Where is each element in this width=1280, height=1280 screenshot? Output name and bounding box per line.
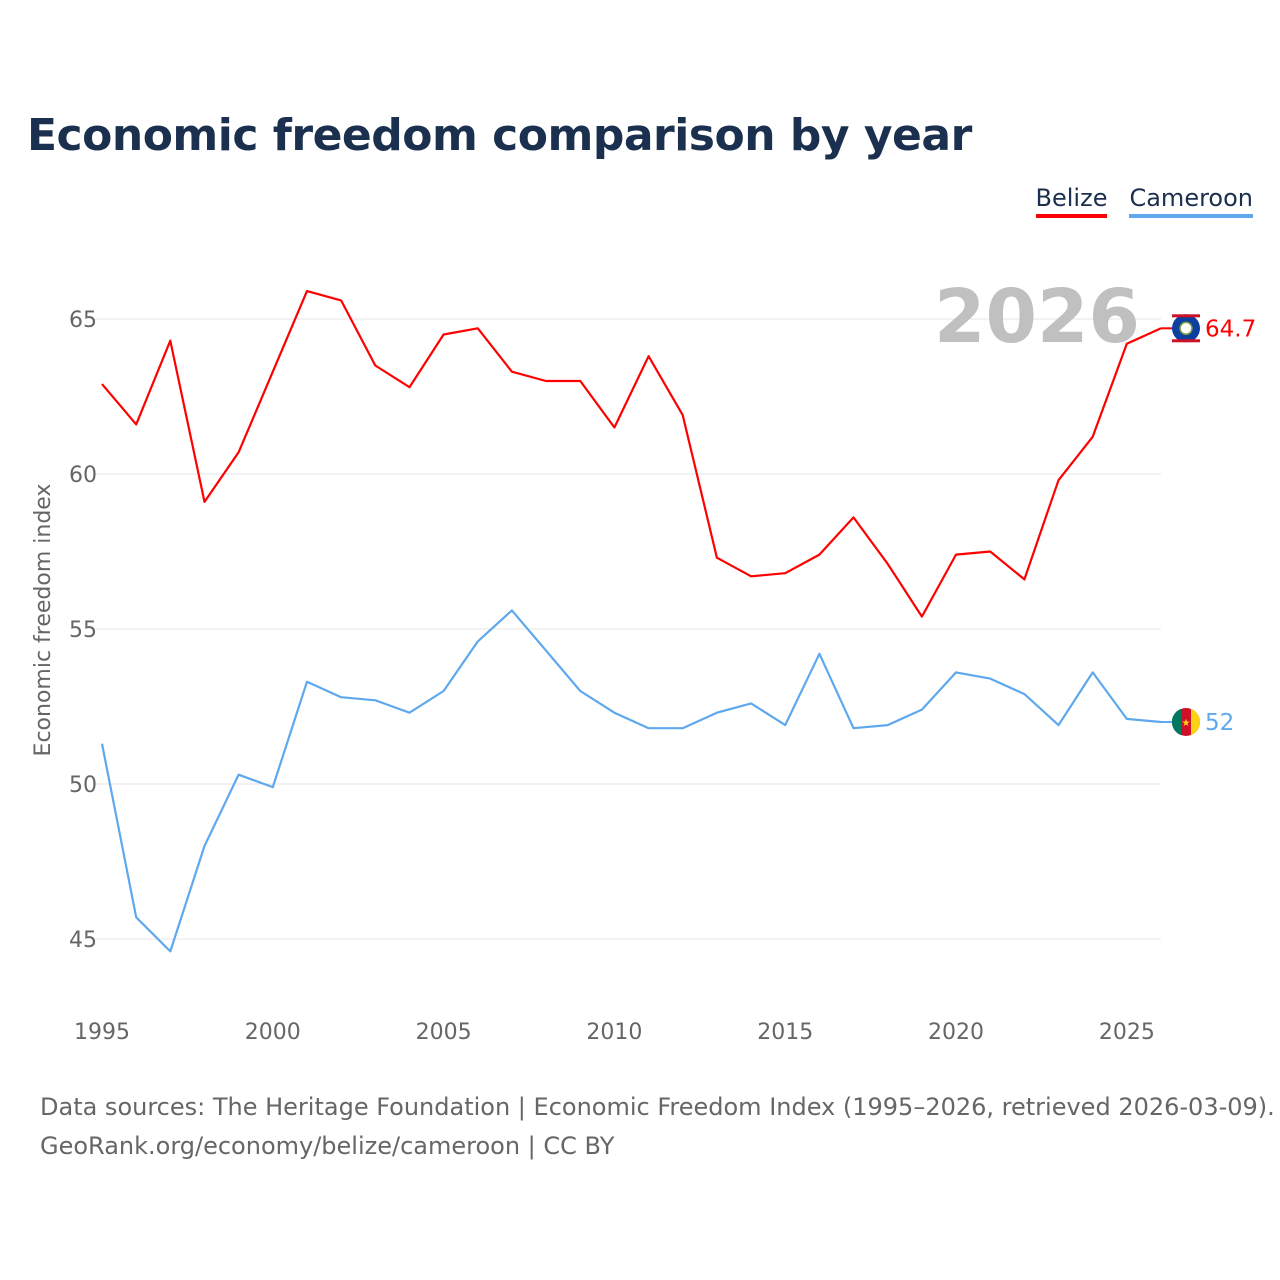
belize-flag-emblem bbox=[1179, 321, 1193, 336]
x-tick-label: 2010 bbox=[586, 1020, 642, 1045]
source-line-1: Data sources: The Heritage Foundation | … bbox=[40, 1093, 1275, 1121]
cameroon-flag-green bbox=[1171, 708, 1181, 736]
end-value-label: 52 bbox=[1205, 710, 1234, 736]
x-tick-label: 2000 bbox=[245, 1020, 301, 1045]
source-note: Data sources: The Heritage Foundation | … bbox=[40, 1088, 1275, 1166]
y-axis-label: Economic freedom index bbox=[31, 484, 56, 757]
y-tick-label: 50 bbox=[69, 773, 97, 798]
series-line-cameroon bbox=[100, 609, 1162, 953]
x-tick-label: 2005 bbox=[416, 1020, 472, 1045]
chart-title: Economic freedom comparison by year bbox=[27, 110, 972, 161]
y-tick-label: 55 bbox=[69, 618, 97, 643]
legend: Belize Cameroon bbox=[1035, 184, 1253, 218]
belize-flag-stripe bbox=[1172, 314, 1200, 318]
x-tick-label: 2015 bbox=[757, 1020, 813, 1045]
source-line-2[interactable]: GeoRank.org/economy/belize/cameroon | CC… bbox=[40, 1132, 615, 1160]
end-value-label: 64.7 bbox=[1205, 316, 1256, 342]
y-tick-label: 65 bbox=[69, 308, 97, 333]
y-tick-label: 60 bbox=[69, 463, 97, 488]
cameroon-flag-star: ★ bbox=[1182, 718, 1191, 729]
y-tick-label: 45 bbox=[69, 928, 97, 953]
x-tick-label: 1995 bbox=[74, 1020, 130, 1045]
legend-belize[interactable]: Belize bbox=[1035, 184, 1108, 218]
cameroon-flag-yellow bbox=[1191, 708, 1201, 736]
series-line-belize bbox=[101, 290, 1162, 618]
legend-cameroon[interactable]: Cameroon bbox=[1129, 184, 1253, 218]
belize-flag-stripe bbox=[1172, 339, 1200, 343]
x-tick-label: 2025 bbox=[1099, 1020, 1155, 1045]
year-watermark: 2026 bbox=[934, 274, 1140, 360]
x-tick-label: 2020 bbox=[928, 1020, 984, 1045]
